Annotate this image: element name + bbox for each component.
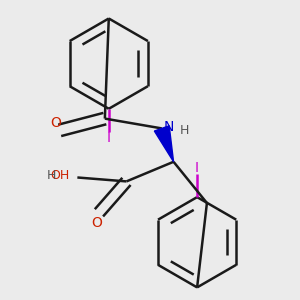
Text: O: O	[92, 216, 102, 230]
Text: O: O	[50, 116, 61, 130]
Text: I: I	[195, 161, 199, 175]
Text: I: I	[107, 131, 111, 145]
Polygon shape	[154, 126, 174, 162]
Text: OH: OH	[50, 169, 70, 182]
Text: H: H	[46, 169, 56, 182]
Text: H: H	[179, 124, 189, 137]
Text: N: N	[164, 120, 174, 134]
